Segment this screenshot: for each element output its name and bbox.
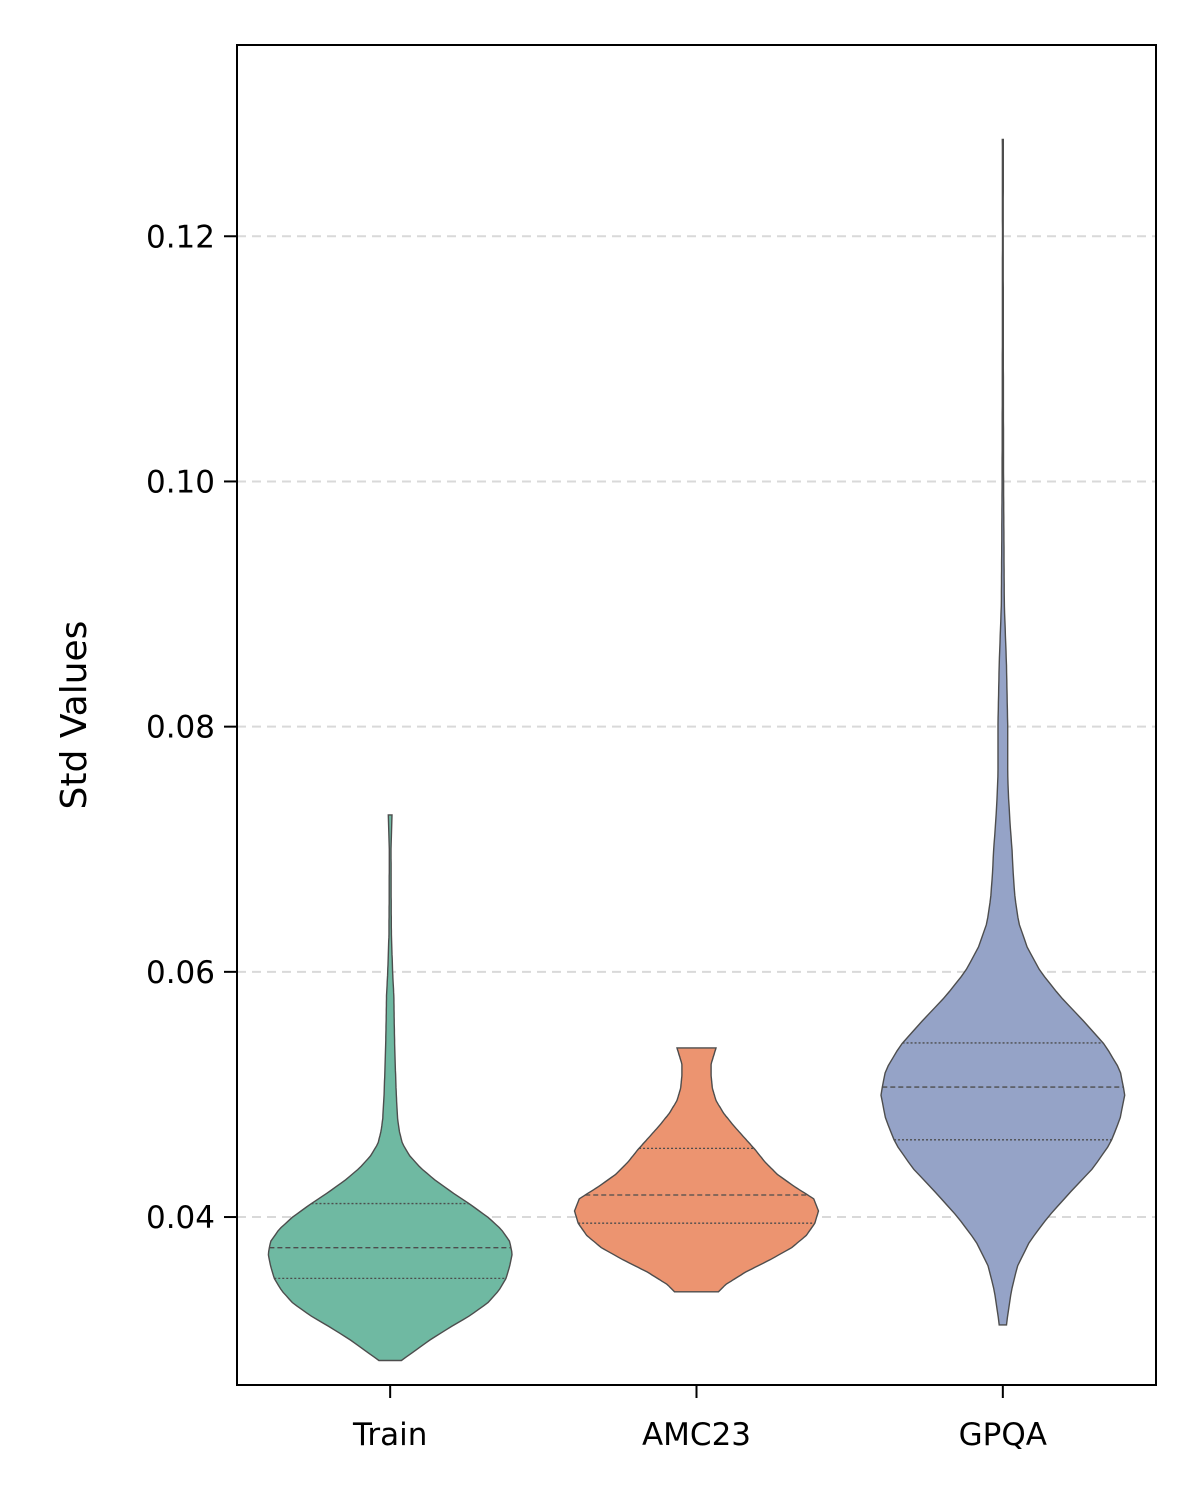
x-tick-label: GPQA [959,1417,1047,1453]
violins [267,138,1126,1362]
violin-body [880,138,1126,1326]
x-tick-label: Train [352,1417,427,1453]
y-tick-label: 0.08 [146,710,215,746]
y-axis-title: Std Values [54,621,95,810]
y-tick-label: 0.12 [146,219,215,255]
violin-train [267,814,513,1362]
y-tick-label: 0.04 [146,1200,215,1236]
y-tick-label: 0.10 [146,464,215,500]
y-axis: 0.04 0.06 0.08 0.10 0.12 [146,219,237,1236]
x-tick-label: AMC23 [642,1417,751,1453]
x-axis: Train AMC23 GPQA [352,1385,1047,1453]
violin-amc23 [573,1047,820,1293]
violin-body [573,1047,820,1293]
violin-body [267,814,513,1362]
y-tick-label: 0.06 [146,955,215,991]
violin-gpqa [880,138,1126,1326]
